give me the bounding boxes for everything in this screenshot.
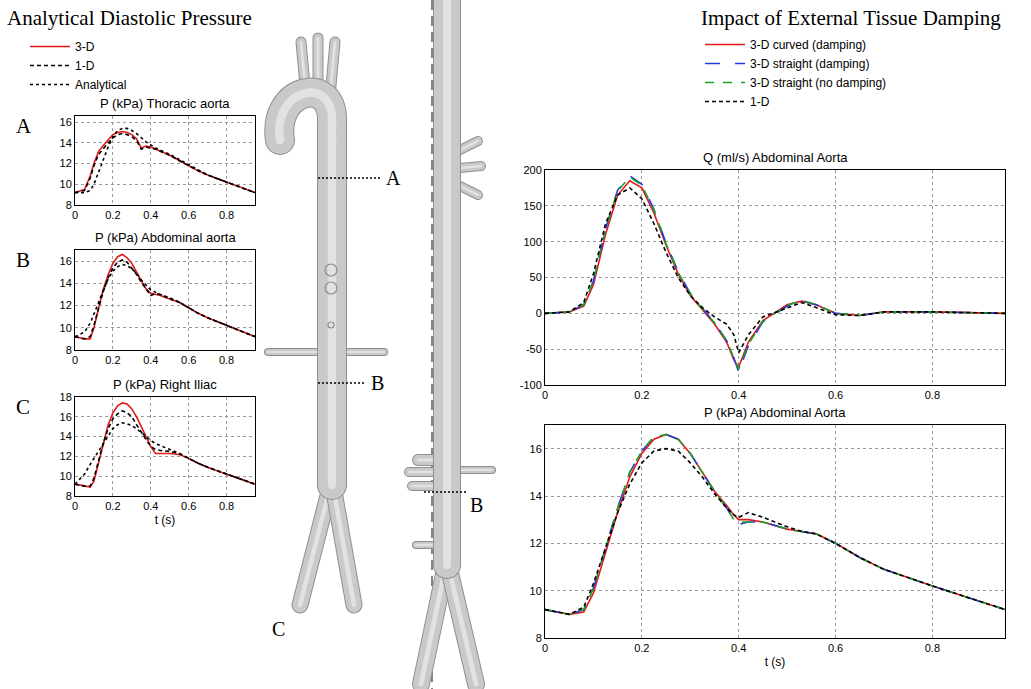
svg-text:Analytical Diastolic Pressure: Analytical Diastolic Pressure: [7, 6, 252, 30]
svg-text:14: 14: [60, 137, 72, 149]
svg-text:P (kPa) Thoracic aorta: P (kPa) Thoracic aorta: [100, 96, 230, 111]
svg-text:14: 14: [530, 490, 542, 502]
svg-text:0.2: 0.2: [634, 389, 649, 401]
svg-text:P (kPa) Right Iliac: P (kPa) Right Iliac: [113, 377, 217, 392]
svg-text:0.8: 0.8: [219, 354, 234, 366]
svg-text:8: 8: [66, 490, 72, 502]
svg-text:Impact of External Tissue Damp: Impact of External Tissue Damping: [701, 6, 1001, 30]
svg-text:B: B: [16, 248, 30, 272]
svg-text:200: 200: [523, 164, 541, 176]
svg-text:16: 16: [60, 255, 72, 267]
svg-text:12: 12: [60, 299, 72, 311]
svg-text:C: C: [16, 395, 30, 419]
svg-text:18: 18: [60, 391, 72, 403]
svg-text:10: 10: [60, 178, 72, 190]
svg-text:A: A: [386, 167, 401, 189]
svg-text:B: B: [371, 372, 384, 394]
svg-text:0: 0: [72, 209, 78, 221]
svg-text:0.6: 0.6: [181, 500, 196, 512]
svg-text:14: 14: [60, 277, 72, 289]
svg-text:C: C: [272, 618, 285, 640]
svg-text:0.8: 0.8: [925, 389, 940, 401]
svg-text:0.6: 0.6: [828, 389, 843, 401]
svg-text:3-D straight (damping): 3-D straight (damping): [750, 57, 869, 71]
svg-text:14: 14: [60, 430, 72, 442]
svg-text:0: 0: [72, 500, 78, 512]
svg-text:3-D curved (damping): 3-D curved (damping): [750, 38, 866, 52]
svg-text:0.8: 0.8: [219, 209, 234, 221]
svg-text:-50: -50: [526, 343, 542, 355]
svg-text:t (s): t (s): [765, 655, 786, 669]
svg-text:Q (ml/s) Abdominal Aorta: Q (ml/s) Abdominal Aorta: [703, 150, 848, 165]
svg-text:12: 12: [60, 157, 72, 169]
svg-text:0.8: 0.8: [925, 642, 940, 654]
svg-text:0.4: 0.4: [731, 389, 746, 401]
svg-text:0.2: 0.2: [105, 500, 120, 512]
svg-text:10: 10: [60, 470, 72, 482]
svg-text:P (kPa) Abdominal aorta: P (kPa) Abdominal aorta: [95, 230, 236, 245]
svg-text:1-D: 1-D: [750, 95, 770, 109]
svg-text:A: A: [16, 114, 32, 138]
svg-text:0.8: 0.8: [219, 500, 234, 512]
svg-text:0: 0: [72, 354, 78, 366]
svg-text:100: 100: [523, 236, 541, 248]
svg-text:0.6: 0.6: [181, 354, 196, 366]
svg-text:0: 0: [536, 307, 542, 319]
svg-text:1-D: 1-D: [75, 59, 95, 73]
svg-text:0.4: 0.4: [143, 354, 158, 366]
svg-text:0.4: 0.4: [143, 500, 158, 512]
svg-text:12: 12: [60, 450, 72, 462]
svg-text:0.2: 0.2: [105, 209, 120, 221]
svg-text:16: 16: [530, 443, 542, 455]
svg-text:0.6: 0.6: [828, 642, 843, 654]
svg-text:0: 0: [542, 642, 548, 654]
svg-text:t (s): t (s): [155, 513, 176, 527]
svg-text:3-D: 3-D: [75, 40, 95, 54]
svg-text:B: B: [470, 494, 483, 516]
svg-text:0: 0: [542, 389, 548, 401]
svg-text:12: 12: [530, 537, 542, 549]
svg-text:8: 8: [66, 199, 72, 211]
svg-text:150: 150: [523, 200, 541, 212]
svg-text:16: 16: [60, 411, 72, 423]
svg-text:10: 10: [60, 322, 72, 334]
svg-text:Analytical: Analytical: [75, 78, 126, 92]
svg-text:0.2: 0.2: [634, 642, 649, 654]
svg-text:0.6: 0.6: [181, 209, 196, 221]
svg-text:10: 10: [530, 585, 542, 597]
svg-text:8: 8: [536, 632, 542, 644]
svg-text:0.2: 0.2: [105, 354, 120, 366]
svg-text:-100: -100: [520, 379, 542, 391]
svg-text:50: 50: [530, 271, 542, 283]
svg-text:P (kPa) Abdominal Aorta: P (kPa) Abdominal Aorta: [704, 405, 846, 420]
svg-text:8: 8: [66, 344, 72, 356]
svg-text:0.4: 0.4: [731, 642, 746, 654]
svg-text:0.4: 0.4: [143, 209, 158, 221]
svg-text:3-D straight (no damping): 3-D straight (no damping): [750, 76, 886, 90]
svg-text:16: 16: [60, 116, 72, 128]
